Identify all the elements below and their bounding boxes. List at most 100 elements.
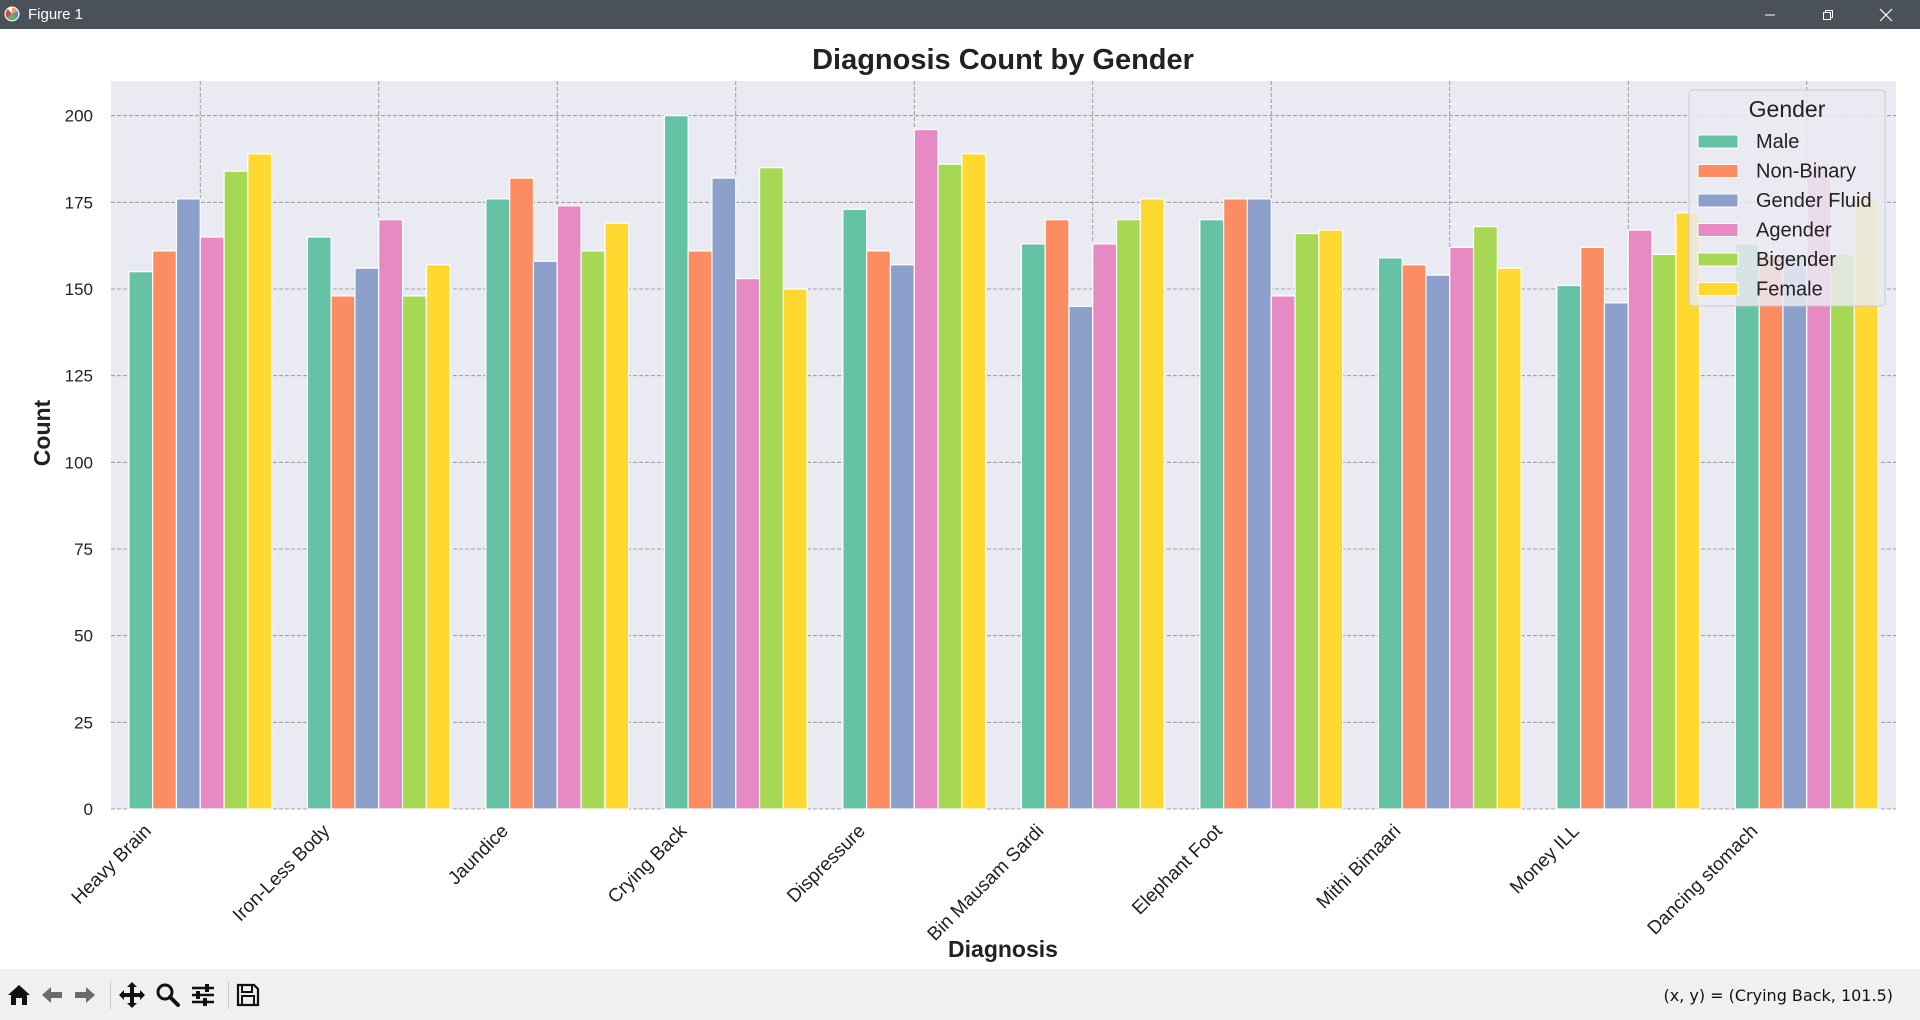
window-title: Figure 1 xyxy=(28,6,84,23)
bar xyxy=(1472,226,1498,810)
pan-button[interactable] xyxy=(117,981,147,1009)
y-tick-label: 200 xyxy=(65,107,93,126)
minimize-button[interactable] xyxy=(1741,0,1799,29)
bar-chart: 0 25 50 75 100 125 150 175 200 Heavy Brain Iron-L… xyxy=(29,44,1896,962)
bar xyxy=(1425,274,1451,810)
bar xyxy=(889,264,915,810)
bar xyxy=(1829,253,1855,810)
x-tick-label: Mithi Bimaari xyxy=(1313,821,1405,913)
bar xyxy=(1449,246,1475,810)
bar xyxy=(1044,219,1070,810)
bar xyxy=(199,236,225,810)
legend[interactable]: Gender Male Non-Binary Gender Fluid Agender… xyxy=(1688,89,1886,307)
bar xyxy=(354,267,380,810)
y-tick-label: 0 xyxy=(84,800,93,819)
bar xyxy=(175,198,201,810)
save-icon xyxy=(236,983,260,1007)
legend-swatch xyxy=(1697,223,1739,237)
bar xyxy=(1556,284,1582,810)
bar xyxy=(1092,243,1118,810)
bar xyxy=(401,295,427,810)
x-tick-label: Money ILL xyxy=(1506,821,1584,899)
x-tick-label: Elephant Foot xyxy=(1128,820,1227,919)
matplotlib-logo-icon xyxy=(4,6,20,22)
bar xyxy=(1651,253,1677,810)
back-icon xyxy=(42,987,62,1003)
bar xyxy=(1139,198,1165,810)
chart-title: Diagnosis Count by Gender xyxy=(812,44,1194,76)
back-button[interactable] xyxy=(37,981,67,1009)
y-tick-labels: 0 25 50 75 100 125 150 175 200 xyxy=(65,107,93,819)
bar xyxy=(128,271,154,810)
bar xyxy=(1318,229,1344,810)
bar xyxy=(1758,253,1784,810)
x-tick-label: Bin Mausam Sardi xyxy=(924,821,1049,946)
legend-swatch xyxy=(1697,193,1739,208)
legend-swatch xyxy=(1697,282,1739,296)
toolbar-separator xyxy=(110,981,111,1009)
bar xyxy=(425,264,451,810)
bar xyxy=(485,198,511,810)
bar xyxy=(782,288,808,810)
toolbar-separator xyxy=(228,981,229,1009)
bar xyxy=(247,153,273,810)
bar xyxy=(1115,219,1141,810)
y-tick-label: 125 xyxy=(65,367,93,386)
bar xyxy=(1627,229,1653,810)
x-tick-label: Crying Back xyxy=(604,820,692,908)
close-button[interactable] xyxy=(1857,0,1915,29)
bar xyxy=(223,170,249,810)
x-tick-label: Dancing stomach xyxy=(1644,821,1763,940)
zoom-button[interactable] xyxy=(153,981,183,1009)
bar xyxy=(663,115,689,810)
x-tick-label: Jaundice xyxy=(444,821,513,890)
configure-subplots-button[interactable] xyxy=(188,981,218,1009)
bar xyxy=(556,205,582,810)
bar xyxy=(1782,253,1808,810)
bar xyxy=(378,219,404,810)
bar xyxy=(306,236,332,810)
bar xyxy=(1068,305,1094,810)
legend-label: Male xyxy=(1756,131,1799,153)
bar xyxy=(937,163,963,810)
minimize-icon xyxy=(1765,14,1775,15)
legend-swatch xyxy=(1697,252,1739,267)
bar xyxy=(1377,257,1403,810)
bar xyxy=(1580,246,1606,810)
legend-label: Female xyxy=(1756,279,1823,301)
home-button[interactable] xyxy=(4,981,34,1009)
legend-label: Gender Fluid xyxy=(1756,190,1872,212)
figure-canvas[interactable]: 0 25 50 75 100 125 150 175 200 Heavy Brain Iron-L… xyxy=(0,29,1920,969)
bar xyxy=(961,153,987,810)
legend-swatch xyxy=(1697,134,1739,149)
forward-button[interactable] xyxy=(70,981,100,1009)
restore-button[interactable] xyxy=(1799,0,1857,29)
legend-swatch xyxy=(1697,164,1739,178)
legend-label: Bigender xyxy=(1756,249,1836,271)
bar xyxy=(711,177,737,810)
bar xyxy=(1246,198,1272,810)
bar xyxy=(866,250,892,810)
forward-icon xyxy=(75,987,95,1003)
bar xyxy=(580,250,606,810)
x-tick-label: Heavy Brain xyxy=(68,821,156,909)
bar xyxy=(1401,264,1427,810)
bar xyxy=(1496,267,1522,810)
bar xyxy=(1020,243,1046,810)
save-button[interactable] xyxy=(233,981,263,1009)
bar xyxy=(604,222,630,810)
configure-icon xyxy=(192,984,214,1006)
x-tick-label: Iron-Less Body xyxy=(229,820,335,926)
bars xyxy=(128,115,1879,810)
legend-label: Agender xyxy=(1756,220,1832,242)
y-axis-label: Count xyxy=(29,399,55,466)
bar xyxy=(152,250,178,810)
legend-label: Non-Binary xyxy=(1756,161,1856,183)
home-icon xyxy=(8,985,30,1005)
bar xyxy=(758,167,784,810)
y-tick-label: 75 xyxy=(74,540,93,559)
bar xyxy=(509,177,535,810)
title-bar: Figure 1 xyxy=(0,0,1920,29)
y-tick-label: 175 xyxy=(65,193,93,212)
bar xyxy=(330,295,356,810)
